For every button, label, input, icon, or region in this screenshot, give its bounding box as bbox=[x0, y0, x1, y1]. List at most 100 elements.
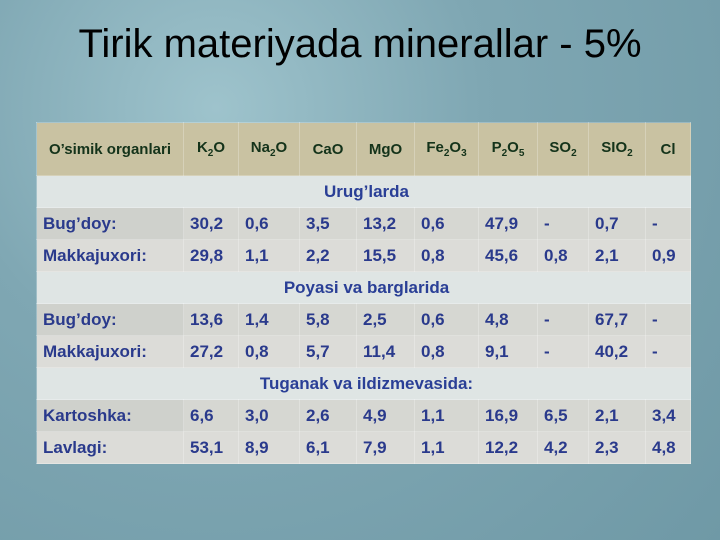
header-text: K bbox=[196, 139, 208, 156]
subscript: 2 bbox=[207, 148, 214, 159]
header-text: O bbox=[449, 139, 462, 156]
cell: 2,1 bbox=[588, 399, 646, 432]
cell: 7,9 bbox=[356, 431, 415, 464]
header-text: P bbox=[491, 139, 502, 156]
cell: 1,1 bbox=[238, 239, 300, 272]
cell: - bbox=[645, 335, 691, 368]
row-label: Bug’doy: bbox=[36, 207, 184, 240]
cell: 27,2 bbox=[183, 335, 239, 368]
cell: 3,5 bbox=[299, 207, 357, 240]
section-title: Urug’larda bbox=[36, 175, 691, 208]
cell: 9,1 bbox=[478, 335, 538, 368]
header-cell: K2O bbox=[183, 122, 239, 176]
header-text: Na bbox=[250, 139, 270, 156]
header-cell: Cl bbox=[645, 122, 691, 176]
cell: 2,5 bbox=[356, 303, 415, 336]
cell: 1,1 bbox=[414, 431, 479, 464]
cell: 11,4 bbox=[356, 335, 415, 368]
data-row: Bug’doy: 13,6 1,4 5,8 2,5 0,6 4,8-67,7- bbox=[36, 303, 691, 336]
cell: - bbox=[537, 303, 589, 336]
cell: 2,1 bbox=[588, 239, 646, 272]
header-cell: Na2O bbox=[238, 122, 300, 176]
cell: 6,6 bbox=[183, 399, 239, 432]
cell: 1,1 bbox=[414, 399, 479, 432]
header-row: O’simik organlari K2O Na2O CaO MgO Fe2O3 P2O5 S… bbox=[36, 122, 691, 176]
section-row: Urug’larda bbox=[36, 175, 691, 208]
cell: 4,9 bbox=[356, 399, 415, 432]
header-text: O’simik organlari bbox=[49, 140, 171, 158]
row-label: Makkajuxori: bbox=[36, 335, 184, 368]
header-text: O bbox=[275, 139, 288, 156]
cell: 53,1 bbox=[183, 431, 239, 464]
subscript: 2 bbox=[571, 148, 577, 159]
cell: 13,2 bbox=[356, 207, 415, 240]
subscript: 2 bbox=[269, 148, 276, 159]
cell: 29,8 bbox=[183, 239, 239, 272]
header-cell: P2O5 bbox=[478, 122, 538, 176]
cell: 2,3 bbox=[588, 431, 646, 464]
cell: 5,8 bbox=[299, 303, 357, 336]
cell: - bbox=[645, 207, 691, 240]
cell: 13,6 bbox=[183, 303, 239, 336]
section-row: Tuganak va ildizmevasida: bbox=[36, 367, 691, 400]
cell: 6,5 bbox=[537, 399, 589, 432]
cell: 0,8 bbox=[238, 335, 300, 368]
cell: 4,8 bbox=[478, 303, 538, 336]
cell: 0,9 bbox=[645, 239, 691, 272]
cell: 0,8 bbox=[414, 335, 479, 368]
subscript: 2 bbox=[443, 148, 450, 159]
cell: - bbox=[537, 335, 589, 368]
cell: 4,2 bbox=[537, 431, 589, 464]
cell: 15,5 bbox=[356, 239, 415, 272]
cell: 3,4 bbox=[645, 399, 691, 432]
data-table: O’simik organlari K2O Na2O CaO MgO Fe2O3 P2O5 S… bbox=[36, 122, 691, 464]
data-row: Makkajuxori: 27,2 0,8 5,7 11,4 0,8 9,1-40,2- bbox=[36, 335, 691, 368]
cell: 16,9 bbox=[478, 399, 538, 432]
header-text: O bbox=[213, 139, 226, 156]
row-label: Bug’doy: bbox=[36, 303, 184, 336]
section-title: Poyasi va barglarida bbox=[36, 271, 691, 304]
cell: 0,6 bbox=[414, 207, 479, 240]
data-row: Lavlagi: 53,1 8,9 6,1 7,9 1,1 12,2 4,2 2,3 4,8 bbox=[36, 431, 691, 464]
cell: 0,8 bbox=[537, 239, 589, 272]
slide-title: Tirik materiyada minerallar - 5% bbox=[78, 22, 642, 66]
row-label: Kartoshka: bbox=[36, 399, 184, 432]
cell: 5,7 bbox=[299, 335, 357, 368]
data-row: Bug’doy: 30,2 0,6 3,5 13,2 0,6 47,9-0,7- bbox=[36, 207, 691, 240]
header-cell: MgO bbox=[356, 122, 415, 176]
subscript: 2 bbox=[627, 148, 633, 159]
cell: 40,2 bbox=[588, 335, 646, 368]
header-cell: SIO2 bbox=[588, 122, 646, 176]
cell: 0,8 bbox=[414, 239, 479, 272]
header-text: Cl bbox=[660, 140, 676, 158]
cell: 67,7 bbox=[588, 303, 646, 336]
subscript: 2 bbox=[501, 148, 508, 159]
row-label: Makkajuxori: bbox=[36, 239, 184, 272]
cell: 6,1 bbox=[299, 431, 357, 464]
header-text: CaO bbox=[312, 140, 344, 158]
cell: 12,2 bbox=[478, 431, 538, 464]
cell: 45,6 bbox=[478, 239, 538, 272]
data-row: Kartoshka: 6,6 3,0 2,6 4,9 1,1 16,9 6,5 2,1 3,4 bbox=[36, 399, 691, 432]
cell: 0,7 bbox=[588, 207, 646, 240]
header-text: SIO bbox=[601, 139, 628, 156]
cell: 8,9 bbox=[238, 431, 300, 464]
header-text: Fe bbox=[426, 139, 444, 156]
data-row: Makkajuxori: 29,8 1,1 2,2 15,5 0,8 45,6 0,8 2,1 0… bbox=[36, 239, 691, 272]
header-text: O bbox=[507, 139, 519, 156]
header-cell: O’simik organlari bbox=[36, 122, 184, 176]
subscript: 5 bbox=[518, 148, 525, 159]
header-cell: Fe2O3 bbox=[414, 122, 479, 176]
cell: 4,8 bbox=[645, 431, 691, 464]
cell: 47,9 bbox=[478, 207, 538, 240]
row-label: Lavlagi: bbox=[36, 431, 184, 464]
cell: 1,4 bbox=[238, 303, 300, 336]
cell: - bbox=[537, 207, 589, 240]
cell: 2,6 bbox=[299, 399, 357, 432]
cell: - bbox=[645, 303, 691, 336]
subscript: 3 bbox=[461, 148, 467, 159]
header-cell: SO2 bbox=[537, 122, 589, 176]
section-title: Tuganak va ildizmevasida: bbox=[36, 367, 691, 400]
header-cell: CaO bbox=[299, 122, 357, 176]
